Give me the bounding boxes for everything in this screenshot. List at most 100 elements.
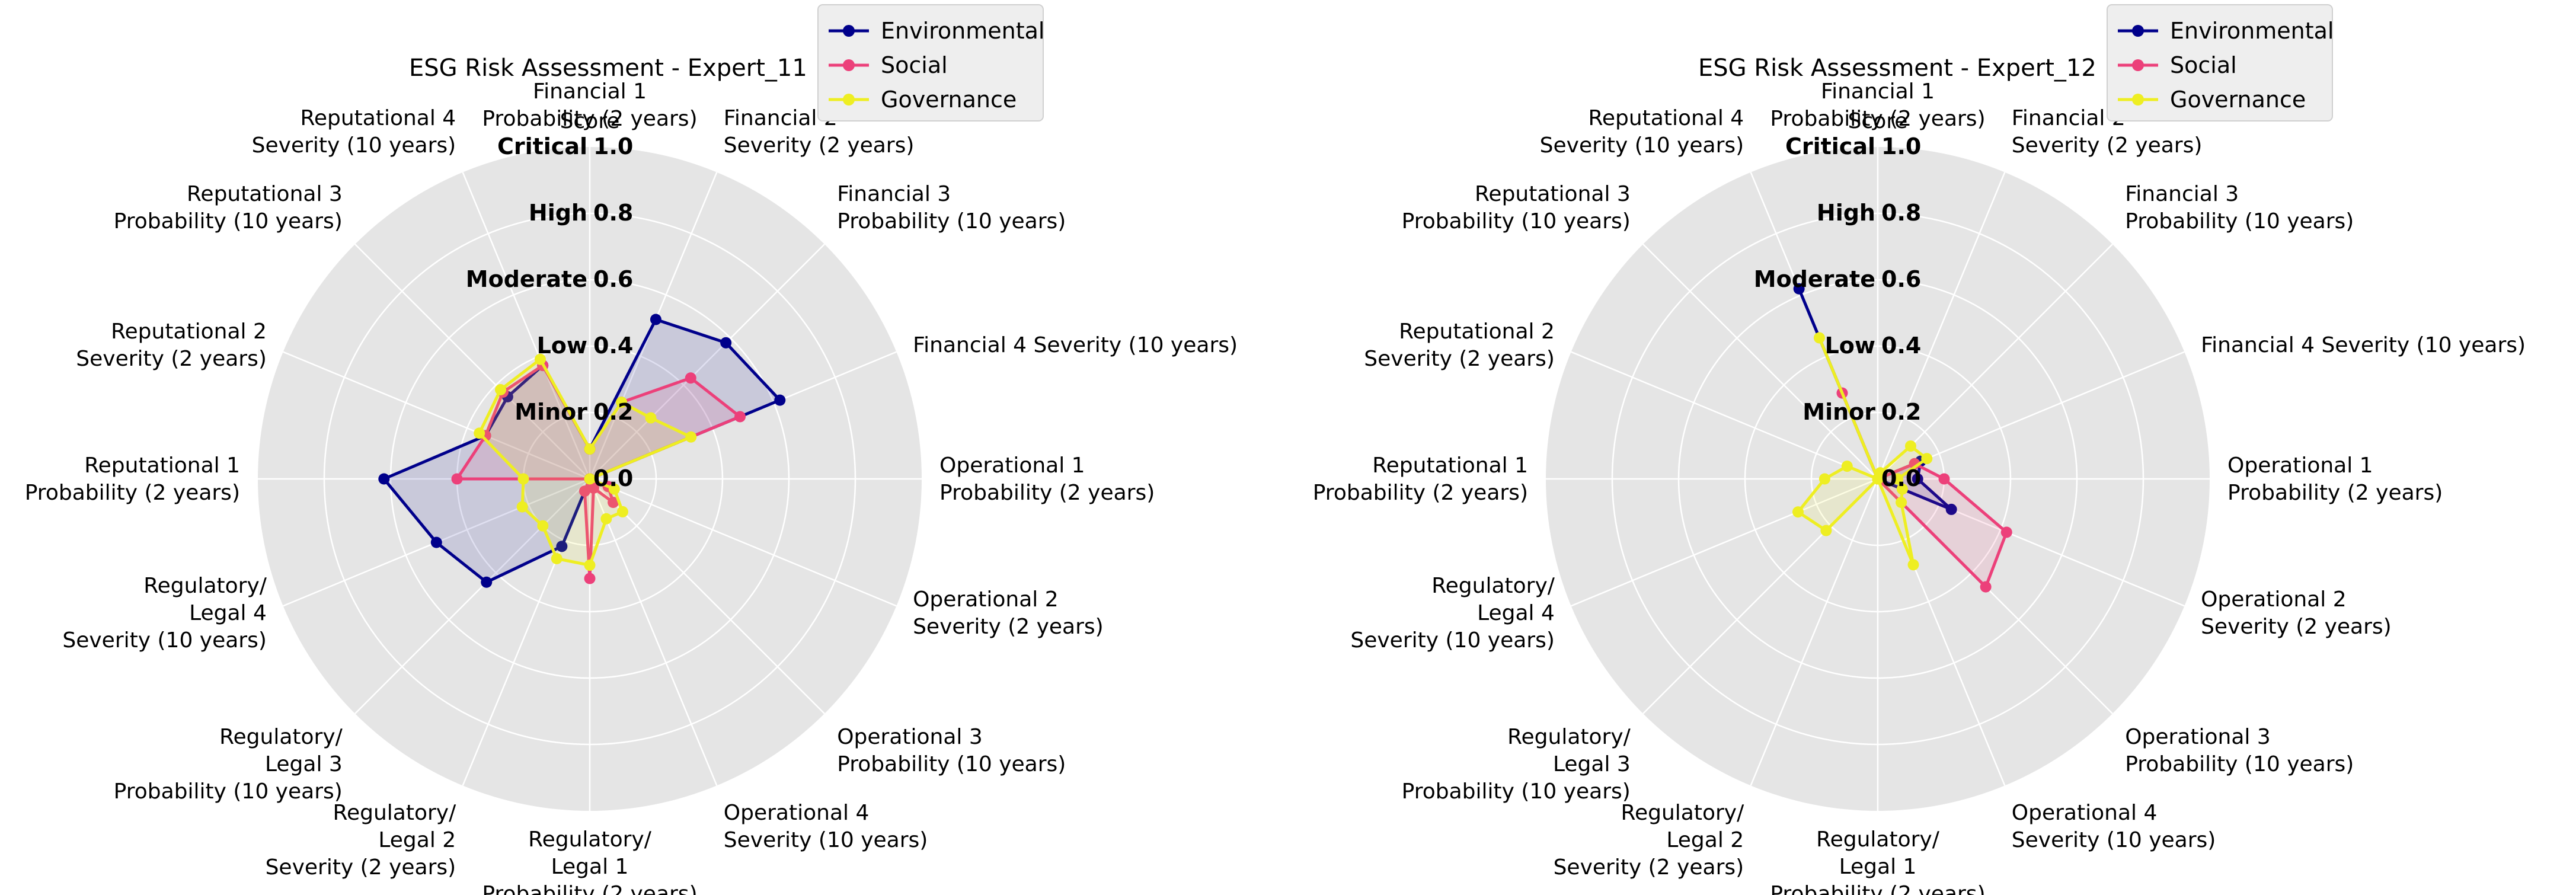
data-point-governance bbox=[1813, 332, 1825, 344]
category-label: Regulatory/Legal 3 Probability (10 years) bbox=[114, 725, 343, 804]
legend-entry-social: Social bbox=[881, 52, 948, 78]
category-label: Operational 4 Severity (10 years) bbox=[724, 801, 928, 852]
legend-frame bbox=[2107, 4, 2333, 122]
data-point-social bbox=[584, 573, 596, 584]
category-label: Reputational 3 Probability (10 years) bbox=[114, 182, 343, 234]
data-point-social bbox=[685, 372, 696, 384]
data-point-environmental bbox=[1945, 503, 1957, 515]
category-label: Reputational 4 Severity (10 years) bbox=[1540, 106, 1744, 158]
data-point-social bbox=[1980, 581, 1992, 593]
grid-spoke bbox=[589, 244, 825, 480]
data-point-environmental bbox=[720, 337, 732, 349]
category-label: Reputational 1 Probability (2 years) bbox=[1313, 453, 1528, 505]
legend-entry-governance: Governance bbox=[2170, 87, 2306, 113]
data-point-governance bbox=[1820, 525, 1832, 536]
level-label: Low bbox=[1825, 333, 1875, 359]
legend: Environmental Social Governance bbox=[817, 4, 1044, 122]
level-label: Low bbox=[537, 333, 587, 359]
chart-title: ESG Risk Assessment - Expert_12 bbox=[1698, 55, 2096, 82]
category-label: Operational 1 Probability (2 years) bbox=[2227, 453, 2443, 505]
category-label: Regulatory/Legal 4 Severity (10 years) bbox=[62, 574, 267, 653]
radar-panel-expert-12: 0.0 0.2 0.4 0.6 0.8 1.0 Minor Low Moderate High Cr… bbox=[1313, 4, 2526, 895]
radial-tick-label: 0.4 bbox=[1881, 333, 1921, 359]
category-label: Reputational 2 Severity (2 years) bbox=[76, 319, 267, 371]
grid-spoke bbox=[1877, 172, 2006, 480]
radial-tick-label: 0.6 bbox=[1881, 266, 1921, 292]
series-line-governance bbox=[1797, 336, 1929, 567]
data-point-governance bbox=[1792, 506, 1804, 518]
category-label: Operational 2 Severity (2 years) bbox=[913, 587, 1104, 639]
level-label: High bbox=[529, 200, 587, 226]
legend: Environmental Social Governance bbox=[2107, 4, 2334, 122]
data-point-social bbox=[608, 497, 619, 509]
legend-marker bbox=[2132, 94, 2144, 106]
data-point-environmental bbox=[1912, 473, 1923, 485]
category-label: Reputational 2 Severity (2 years) bbox=[1364, 319, 1555, 371]
category-label: Operational 2 Severity (2 years) bbox=[2201, 587, 2392, 639]
legend-marker bbox=[2132, 59, 2144, 71]
data-point-governance bbox=[1904, 440, 1916, 452]
radial-tick-label: 0.8 bbox=[1881, 200, 1921, 226]
legend-entry-governance: Governance bbox=[881, 87, 1017, 113]
grid-spoke bbox=[354, 478, 590, 714]
category-label: Financial 4 Severity (10 years) bbox=[2201, 333, 2526, 357]
data-point-environmental bbox=[430, 536, 442, 548]
data-point-social bbox=[734, 411, 746, 423]
series-area-social bbox=[1842, 393, 2007, 587]
data-point-governance bbox=[1921, 453, 1933, 465]
grid-spoke bbox=[283, 351, 590, 480]
data-point-environmental bbox=[481, 576, 493, 588]
grid-spoke bbox=[462, 172, 591, 480]
category-label: Regulatory/Legal 3 Probability (10 years) bbox=[1402, 725, 1631, 804]
data-point-governance bbox=[474, 427, 485, 439]
category-label: Regulatory/Legal 1 Probability (2 years) bbox=[482, 827, 697, 895]
data-point-social bbox=[579, 485, 590, 497]
data-point-governance bbox=[1896, 483, 1908, 495]
series-area-environmental bbox=[383, 319, 780, 583]
radial-tick-label: 0.6 bbox=[593, 266, 633, 292]
data-point-governance bbox=[516, 501, 528, 513]
data-point-social bbox=[2000, 526, 2012, 538]
grid-spoke bbox=[589, 478, 718, 786]
legend-marker bbox=[843, 25, 855, 37]
legend-entry-environmental: Environmental bbox=[2170, 18, 2334, 44]
data-point-governance bbox=[1841, 461, 1853, 472]
series-area-governance bbox=[1798, 338, 1927, 565]
grid-spoke bbox=[1750, 478, 1879, 786]
data-point-environmental bbox=[378, 473, 390, 485]
radar-panel-expert-11: 0.0 0.2 0.4 0.6 0.8 1.0 Minor Low Moderate High Cr… bbox=[25, 4, 1238, 895]
level-label: Minor bbox=[514, 399, 587, 425]
data-point-governance bbox=[517, 473, 529, 485]
radial-axis-label: Score bbox=[560, 109, 620, 133]
category-label: Reputational 1 Probability (2 years) bbox=[25, 453, 240, 505]
radial-tick-label: 0.8 bbox=[593, 200, 633, 226]
category-label: Regulatory/Legal 2 Severity (2 years) bbox=[266, 801, 457, 880]
data-point-governance bbox=[685, 431, 697, 443]
radial-tick-label: 1.0 bbox=[1881, 133, 1921, 159]
data-point-governance bbox=[584, 443, 596, 455]
level-label: Moderate bbox=[466, 266, 587, 292]
grid-spoke bbox=[589, 478, 825, 714]
level-label: Minor bbox=[1802, 399, 1875, 425]
data-point-governance bbox=[534, 353, 546, 365]
data-point-governance bbox=[1872, 473, 1884, 485]
category-label: Financial 3 Probability (10 years) bbox=[2125, 182, 2354, 234]
category-label: Financial 3 Probability (10 years) bbox=[837, 182, 1066, 234]
level-label: Critical bbox=[1785, 133, 1875, 159]
category-label: Operational 3 Probability (10 years) bbox=[2125, 725, 2354, 776]
data-point-governance bbox=[1818, 473, 1830, 485]
grid-spoke bbox=[1571, 478, 1878, 607]
data-point-social bbox=[451, 473, 463, 485]
data-point-governance bbox=[1907, 559, 1919, 571]
radial-tick-label: 0.0 bbox=[1881, 465, 1921, 491]
data-point-governance bbox=[608, 483, 620, 495]
grid-spoke bbox=[1877, 244, 2113, 480]
radial-tick-label: 0.4 bbox=[593, 333, 633, 359]
data-point-governance bbox=[537, 520, 549, 532]
level-label: Critical bbox=[497, 133, 587, 159]
data-point-governance bbox=[600, 513, 612, 525]
category-label: Operational 1 Probability (2 years) bbox=[939, 453, 1155, 505]
data-point-environmental bbox=[1793, 283, 1805, 295]
data-point-governance bbox=[645, 412, 657, 424]
